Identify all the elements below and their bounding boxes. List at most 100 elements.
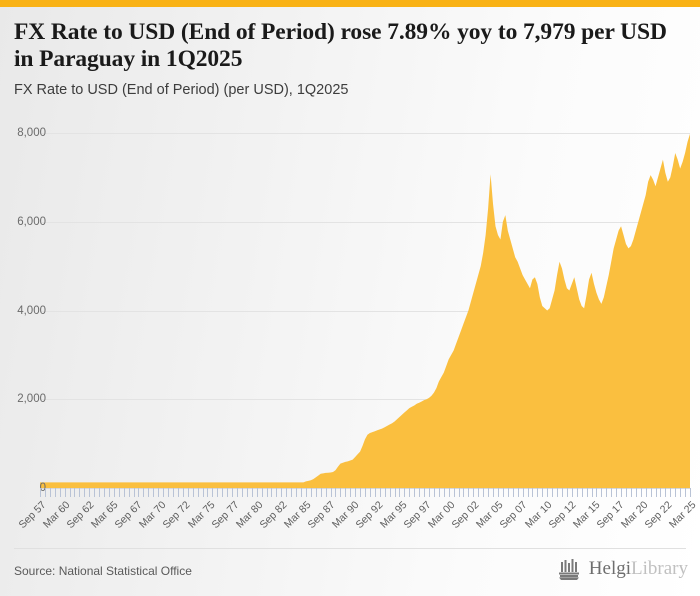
gridline-8000 (40, 133, 690, 134)
x-tick (502, 488, 504, 497)
x-tick (404, 488, 406, 497)
x-tick (345, 488, 347, 497)
x-tick (104, 488, 106, 497)
x-tick (177, 488, 179, 497)
helgi-library-logo[interactable]: HelgiLibrary (557, 557, 688, 581)
x-tick (64, 488, 66, 497)
x-tick (448, 488, 450, 497)
x-tick (453, 488, 455, 497)
x-tick (355, 488, 357, 497)
x-tick (365, 488, 366, 497)
top-accent-bar (0, 0, 700, 7)
x-tick (84, 488, 86, 497)
x-tick (433, 488, 435, 497)
x-tick (468, 488, 470, 497)
x-tick (192, 488, 194, 497)
x-tick (616, 488, 618, 497)
x-tick (360, 488, 362, 497)
x-tick (143, 488, 145, 497)
x-tick (300, 488, 302, 497)
x-tick (310, 488, 312, 497)
x-tick (232, 488, 234, 497)
x-tick (552, 488, 554, 497)
x-tick (261, 488, 263, 497)
source-note: Source: National Statistical Office (14, 564, 192, 578)
x-tick (217, 488, 219, 497)
x-tick (202, 488, 204, 497)
x-tick (133, 488, 135, 497)
x-tick (557, 488, 559, 497)
x-tick (458, 488, 460, 497)
x-tick (335, 488, 337, 497)
x-tick (660, 488, 662, 497)
x-tick (182, 488, 184, 497)
x-tick (369, 488, 371, 497)
x-tick (123, 488, 125, 497)
x-tick (665, 488, 667, 497)
x-tick (251, 488, 253, 497)
x-tick (340, 488, 342, 497)
x-tick (438, 488, 440, 497)
x-tick (561, 488, 563, 497)
y-axis-label-0: 0 (39, 482, 46, 494)
x-tick (571, 488, 573, 497)
x-tick (443, 488, 445, 497)
x-tick (512, 488, 514, 497)
x-tick (276, 488, 278, 497)
x-tick (246, 488, 248, 497)
x-tick (586, 488, 588, 497)
x-tick (389, 488, 391, 497)
x-tick (527, 488, 529, 497)
x-tick (266, 488, 268, 497)
footer-divider (14, 548, 686, 549)
page-title: FX Rate to USD (End of Period) rose 7.89… (14, 19, 667, 72)
x-tick (517, 488, 519, 497)
x-tick (236, 488, 238, 497)
x-tick (350, 488, 352, 497)
x-tick (54, 488, 56, 497)
x-tick (281, 488, 283, 497)
x-tick (59, 488, 61, 497)
x-tick (325, 488, 327, 497)
logo-text-helgi: Helgi (588, 558, 632, 579)
x-tick (493, 488, 495, 497)
x-tick (542, 488, 544, 497)
x-tick (601, 488, 603, 497)
x-tick (49, 488, 51, 497)
x-tick (118, 488, 120, 497)
x-tick (576, 488, 578, 497)
x-tick (187, 488, 189, 497)
y-axis-label-6000: 6,000 (17, 215, 46, 228)
x-tick (507, 488, 509, 497)
x-tick (473, 488, 475, 497)
x-tick (99, 488, 101, 497)
x-tick (635, 488, 637, 497)
x-tick (399, 488, 401, 497)
chart-subtitle: FX Rate to USD (End of Period) (per USD)… (14, 82, 349, 98)
x-axis-ticks (40, 488, 691, 497)
x-tick (89, 488, 91, 497)
x-tick (429, 488, 431, 497)
x-tick (74, 488, 76, 497)
x-tick (241, 488, 243, 497)
x-tick (227, 488, 229, 497)
x-tick (640, 488, 642, 497)
x-tick (497, 488, 499, 497)
x-tick (463, 488, 465, 497)
x-tick (168, 488, 170, 497)
x-tick (547, 488, 549, 497)
x-tick (207, 488, 209, 497)
x-tick (222, 488, 224, 497)
x-tick (532, 488, 534, 497)
x-tick (94, 488, 96, 497)
y-axis-label-8000: 8,000 (17, 127, 46, 139)
x-tick (419, 488, 421, 497)
x-tick (286, 488, 288, 497)
y-axis-label-2000: 2,000 (17, 393, 46, 406)
x-tick (630, 488, 632, 497)
x-tick (606, 488, 608, 497)
x-tick (128, 488, 130, 497)
x-tick (522, 488, 524, 497)
x-tick (675, 488, 677, 497)
y-axis-label-4000: 4,000 (17, 304, 46, 317)
